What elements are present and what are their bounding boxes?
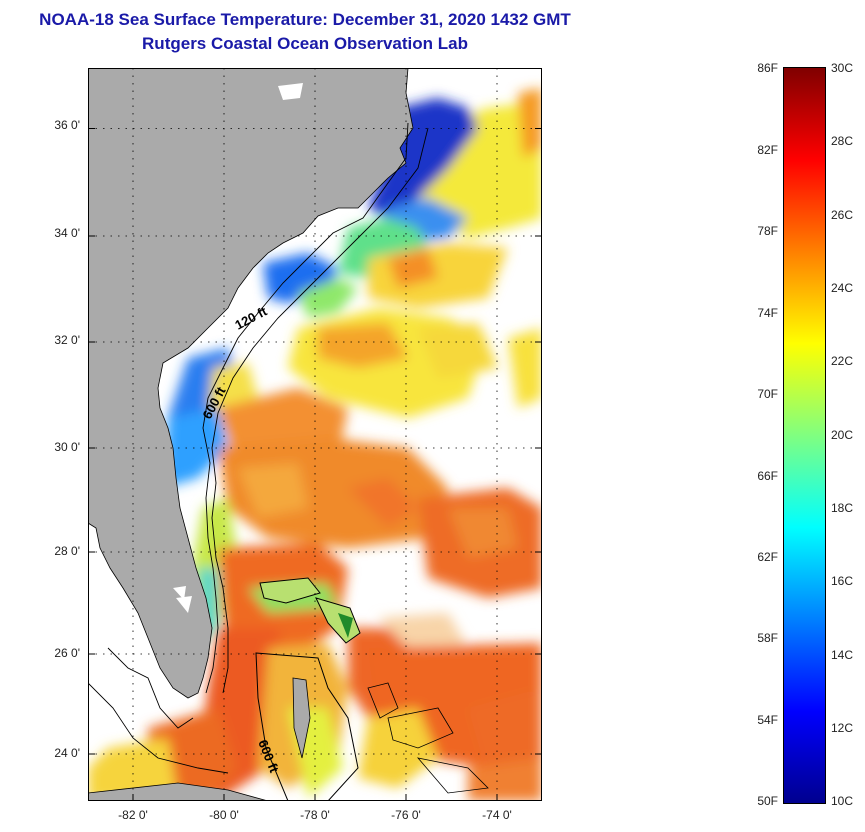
colorbar-label-86f: 86F [757, 61, 778, 75]
colorbar-label-58f: 58F [757, 631, 778, 645]
map-title: NOAA-18 Sea Surface Temperature: Decembe… [39, 10, 571, 29]
colorbar-label-12c: 12C [831, 721, 854, 735]
colorbar-label-24c: 24C [831, 281, 854, 295]
lat-label-28: 28 0' [54, 544, 80, 558]
temperature-colorbar [783, 67, 826, 804]
colorbar-label-78f: 78F [757, 224, 778, 238]
lon-label-74: -74 0' [482, 808, 512, 822]
colorbar-label-20c: 20C [831, 428, 854, 442]
lat-label-36: 36 0' [54, 118, 80, 132]
colorbar-label-18c: 18C [831, 501, 854, 515]
colorbar-label-14c: 14C [831, 648, 854, 662]
lat-label-34: 34 0' [54, 226, 80, 240]
us-land [88, 68, 414, 699]
colorbar-label-50f: 50F [757, 794, 778, 808]
lat-label-26: 26 0' [54, 646, 80, 660]
lon-label-78: -78 0' [300, 808, 330, 822]
sst-map: 120 ft 600 ft 600 ft [88, 68, 542, 801]
lon-label-82: -82 0' [118, 808, 148, 822]
colorbar-label-16c: 16C [831, 574, 854, 588]
colorbar-label-66f: 66F [757, 469, 778, 483]
colorbar-label-82f: 82F [757, 143, 778, 157]
lat-label-32: 32 0' [54, 333, 80, 347]
colorbar-label-70f: 70F [757, 387, 778, 401]
colorbar-label-54f: 54F [757, 713, 778, 727]
colorbar-label-74f: 74F [757, 306, 778, 320]
colorbar-label-28c: 28C [831, 134, 854, 148]
colorbar-label-62f: 62F [757, 550, 778, 564]
lat-label-30: 30 0' [54, 440, 80, 454]
colorbar-label-10c: 10C [831, 794, 854, 808]
graticule [88, 68, 542, 801]
frame-ticks [88, 128, 542, 801]
bahamas-banks [255, 577, 489, 801]
colorbar-label-30c: 30C [831, 61, 854, 75]
lon-label-80: -80 0' [209, 808, 239, 822]
map-subtitle: Rutgers Coastal Ocean Observation Lab [142, 34, 468, 53]
colorbar-label-22c: 22C [831, 354, 854, 368]
colorbar-label-26c: 26C [831, 208, 854, 222]
lat-label-24: 24 0' [54, 746, 80, 760]
land-lakes [173, 83, 303, 613]
isobaths [88, 122, 429, 774]
lon-label-76: -76 0' [391, 808, 421, 822]
